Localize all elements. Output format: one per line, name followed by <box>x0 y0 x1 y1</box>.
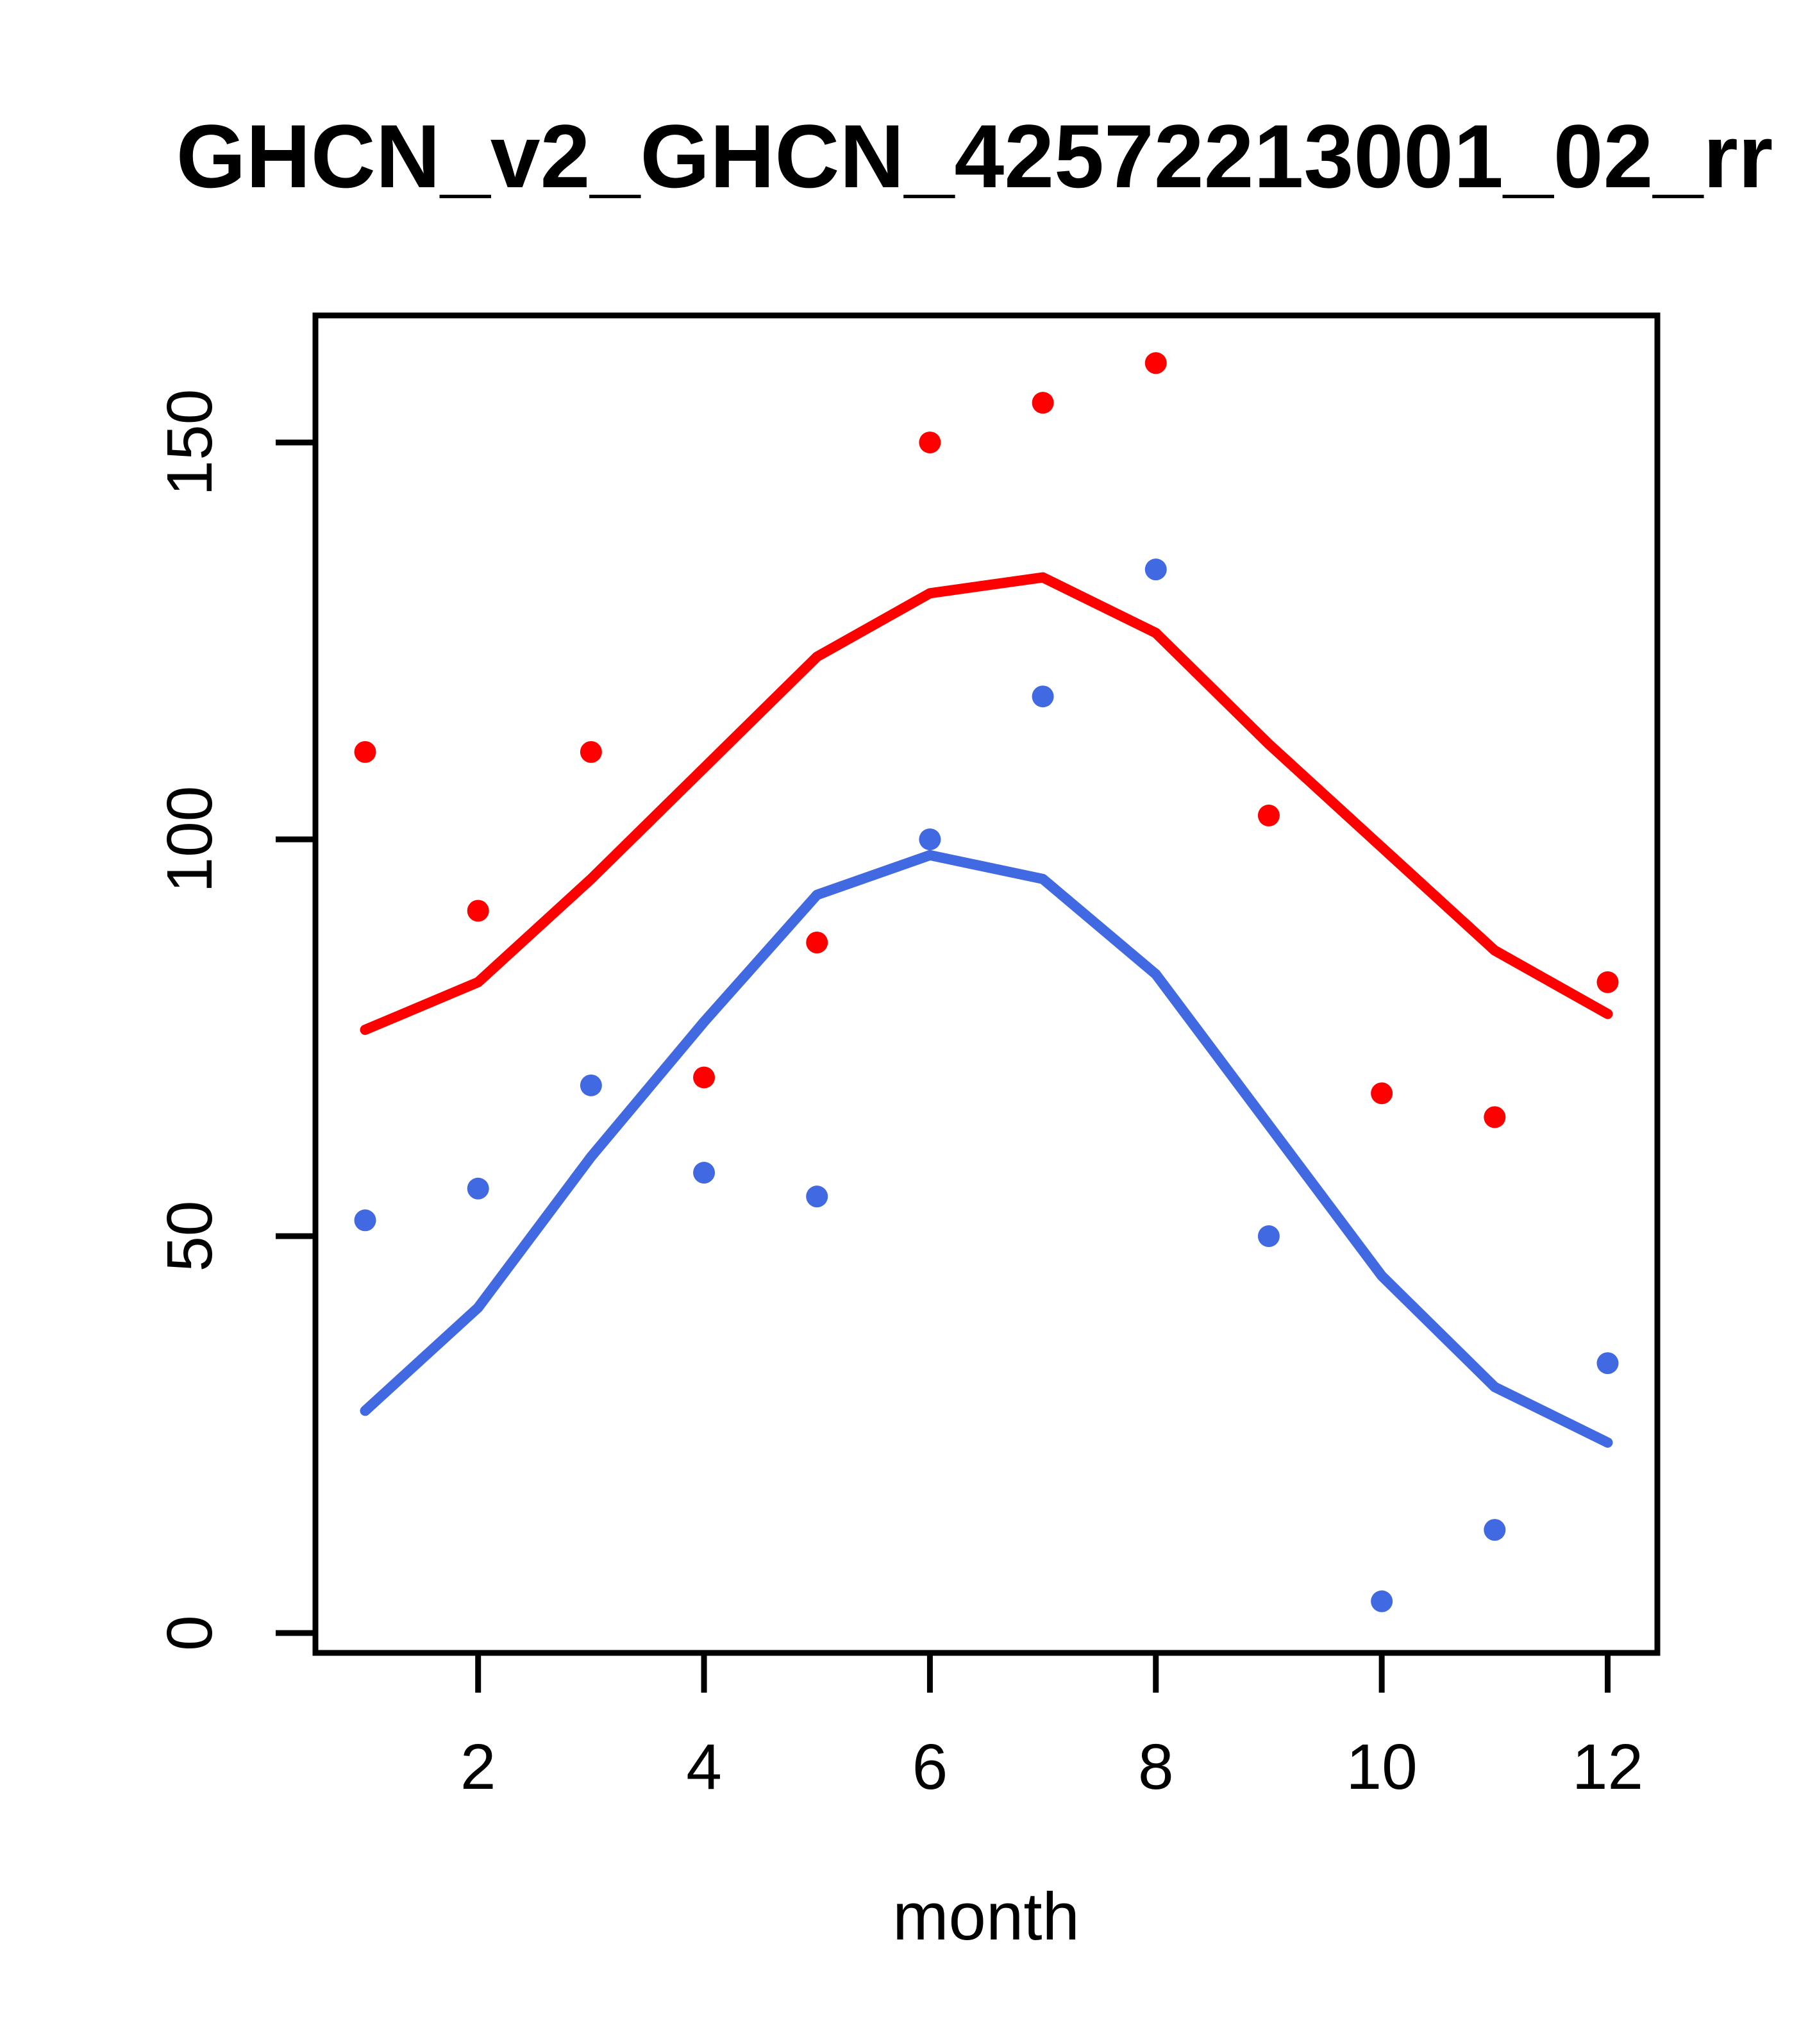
series-layer <box>354 352 1619 1613</box>
red-points-point <box>806 932 828 954</box>
x-axis-tick-label: 4 <box>686 1731 722 1803</box>
x-axis-tick-label: 6 <box>912 1731 948 1803</box>
chart-title: GHCN_v2_GHCN_42572213001_02_rr <box>176 106 1773 206</box>
blue-points-point <box>467 1177 489 1200</box>
blue-line <box>360 850 1613 1448</box>
red-points-point <box>1144 352 1167 374</box>
red-points-point <box>1484 1106 1506 1128</box>
blue-points-point <box>1371 1590 1393 1613</box>
x-axis-tick-label: 10 <box>1346 1731 1418 1803</box>
blue-points-point <box>580 1074 602 1096</box>
red-points-point <box>580 741 602 763</box>
red-points-point <box>467 900 489 922</box>
x-axis-tick-label: 2 <box>460 1731 496 1803</box>
red-points-point <box>1371 1082 1393 1105</box>
blue-points-point <box>806 1185 828 1208</box>
y-axis-tick-label: 0 <box>154 1615 226 1651</box>
red-line <box>360 572 1613 1035</box>
x-axis-tick-label: 12 <box>1572 1731 1643 1803</box>
blue-points-point <box>1484 1519 1506 1541</box>
red-points-point <box>919 431 941 454</box>
red-points-point <box>354 741 376 763</box>
y-axis-tick-label: 150 <box>154 389 226 496</box>
blue-points-point <box>1144 558 1167 581</box>
red-points-point <box>1032 392 1054 414</box>
y-axis-tick-label: 100 <box>154 786 226 893</box>
y-axis-tick-label: 50 <box>154 1200 226 1271</box>
plot-box <box>312 312 1661 1656</box>
blue-points-point <box>693 1162 716 1184</box>
blue-points-point <box>1032 685 1054 708</box>
x-axis-tick-label: 8 <box>1138 1731 1174 1803</box>
red-points-point <box>693 1066 716 1089</box>
axes-layer: 2 4 6 8 10 12 0 50 100 150 <box>154 312 1661 1803</box>
red-points-point <box>1257 804 1280 826</box>
blue-points-point <box>1596 1352 1619 1375</box>
red-points-point <box>1596 971 1619 993</box>
x-axis-title: month <box>892 1879 1080 1954</box>
blue-points-point <box>919 828 941 851</box>
blue-points-point <box>354 1209 376 1232</box>
blue-points-point <box>1257 1225 1280 1248</box>
